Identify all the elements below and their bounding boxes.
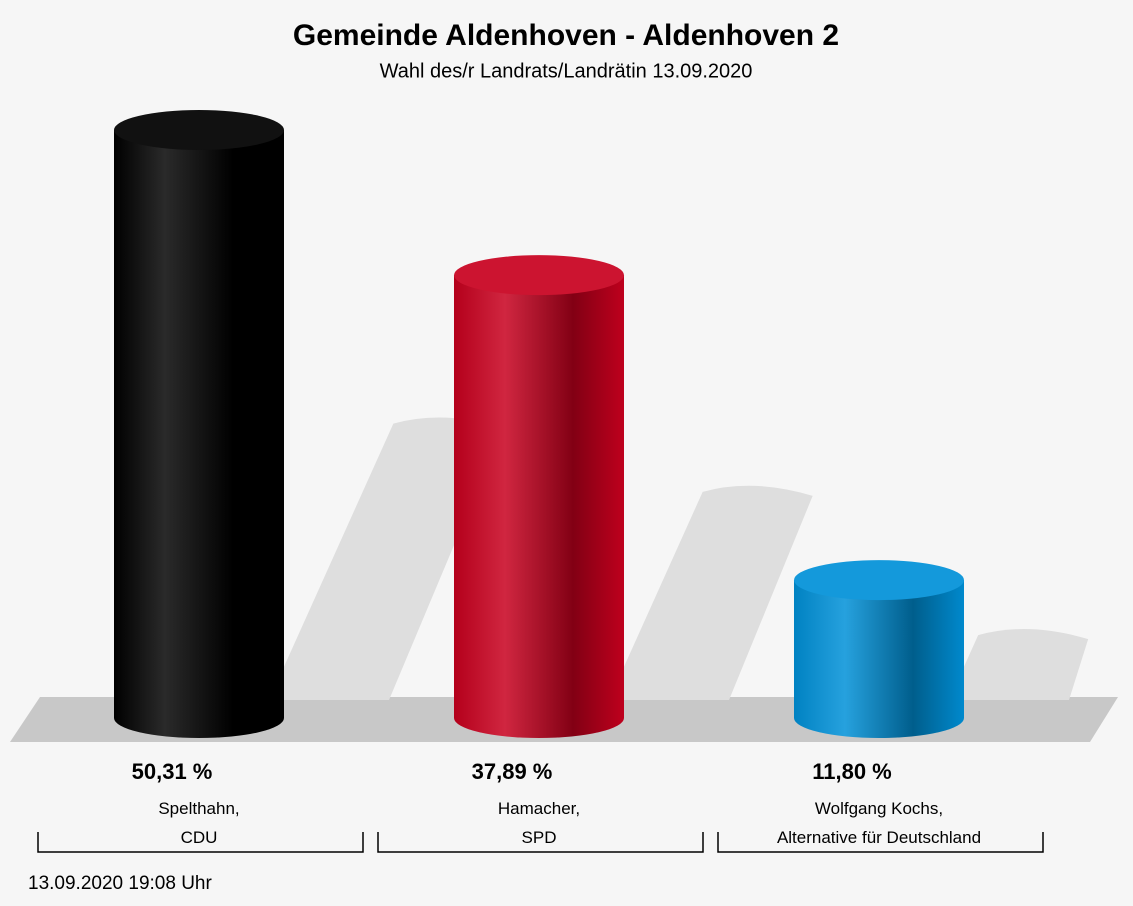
value-label: 11,80 % xyxy=(812,759,892,784)
bar xyxy=(454,275,624,718)
category-bracket xyxy=(377,832,704,853)
bar xyxy=(794,580,964,718)
category-label: Spelthahn, CDU xyxy=(158,799,240,847)
value-label: 37,89 % xyxy=(472,759,553,784)
category-label: Hamacher, SPD xyxy=(497,799,581,847)
category-bracket xyxy=(717,832,1044,853)
category-label: Wolfgang Kochs, Alternative für Deutschl… xyxy=(776,799,982,847)
footnote: 13.09.2020 19:08 Uhr xyxy=(28,873,212,894)
bar xyxy=(114,130,284,718)
chart-subtitle: Wahl des/r Landrats/Landrätin 13.09.2020 xyxy=(380,60,753,82)
value-label: 50,31 % xyxy=(132,759,213,784)
bar-top xyxy=(454,255,624,296)
bar-shadow xyxy=(269,417,504,700)
bar-shadow xyxy=(949,629,1089,700)
category-bracket xyxy=(37,832,364,853)
bar-top xyxy=(794,560,964,601)
bar-top xyxy=(114,110,284,150)
bar-shadow xyxy=(609,485,813,700)
chart-title: Gemeinde Aldenhoven - Aldenhoven 2 xyxy=(293,19,839,52)
